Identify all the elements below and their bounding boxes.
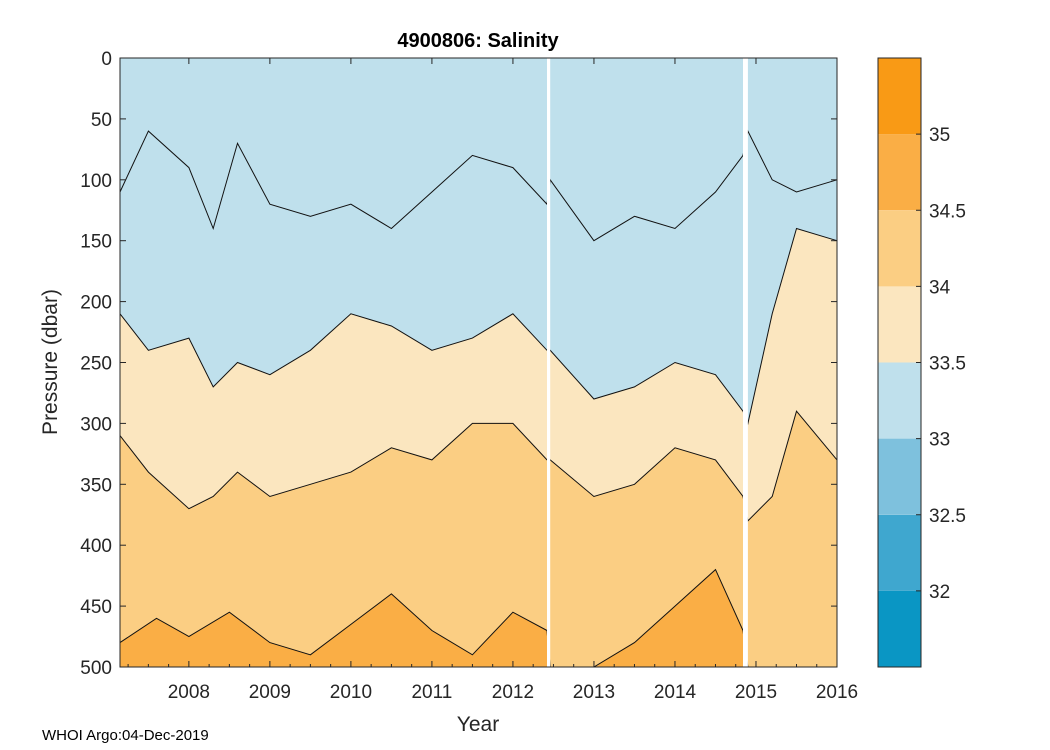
colorbar-bands — [878, 58, 921, 667]
colorbar-band-32-5 — [878, 438, 921, 515]
footer-credit: WHOI Argo:04-Dec-2019 — [42, 727, 209, 744]
colorbar: 32 32.5 33 33.5 34 34.5 35 — [877, 57, 966, 668]
colorbar-tick-label: 32 — [929, 582, 950, 603]
x-axis-label: Year — [457, 713, 499, 736]
x-tick-label: 2013 — [573, 682, 615, 703]
x-tick-label: 2010 — [330, 682, 372, 703]
x-tick-label: 2016 — [816, 682, 858, 703]
colorbar-band-34-5 — [878, 134, 921, 211]
y-axis: 0 50 100 150 200 250 300 350 400 450 500 — [80, 49, 837, 679]
x-tick-label: 2011 — [411, 682, 452, 703]
contour-fills — [120, 131, 837, 668]
y-axis-label: Pressure (dbar) — [39, 289, 62, 435]
colorbar-band-31-5 — [878, 590, 921, 667]
plot-area — [119, 57, 838, 668]
colorbar-band-35 — [878, 58, 921, 135]
y-tick-label: 250 — [80, 354, 112, 375]
data-gap-0 — [547, 58, 551, 667]
contour-line-34-5 — [119, 568, 837, 668]
colorbar-tick-label: 33 — [929, 430, 950, 451]
x-tick-label: 2012 — [492, 682, 534, 703]
colorbar-band-33-5 — [878, 286, 921, 363]
colorbar-band-34 — [878, 210, 921, 287]
y-tick-label: 500 — [80, 658, 112, 679]
y-tick-label: 200 — [80, 293, 112, 314]
y-tick-label: 450 — [80, 597, 112, 618]
colorbar-tick-label: 33.5 — [929, 354, 966, 375]
data-gap-1 — [743, 58, 748, 667]
contour-fill-34 — [120, 411, 837, 667]
x-axis: 2008 2009 2010 2011 2012 2013 2014 2015 2016 — [127, 58, 858, 703]
colorbar-band-33 — [878, 362, 921, 439]
y-tick-label: 350 — [80, 475, 112, 496]
colorbar-ticks: 32 32.5 33 33.5 34 34.5 35 — [916, 125, 966, 603]
colorbar-band-32 — [878, 514, 921, 591]
colorbar-tick-label: 32.5 — [929, 506, 966, 527]
colorbar-tick-label: 34.5 — [929, 201, 966, 222]
chart-title: 4900806: Salinity — [397, 30, 559, 52]
colorbar-tick-label: 34 — [929, 277, 951, 298]
y-tick-label: 100 — [80, 171, 112, 192]
y-tick-label: 0 — [101, 49, 112, 70]
x-tick-label: 2009 — [249, 682, 291, 703]
y-tick-label: 300 — [80, 414, 112, 435]
x-tick-label: 2014 — [654, 682, 697, 703]
y-tick-label: 50 — [91, 110, 112, 131]
colorbar-tick-label: 35 — [929, 125, 950, 146]
y-tick-label: 400 — [80, 536, 112, 557]
data-gaps — [547, 58, 748, 667]
x-tick-label: 2008 — [168, 682, 210, 703]
x-tick-label: 2015 — [735, 682, 777, 703]
y-tick-label: 150 — [80, 232, 112, 253]
contour-fill-34-5 — [120, 569, 837, 667]
